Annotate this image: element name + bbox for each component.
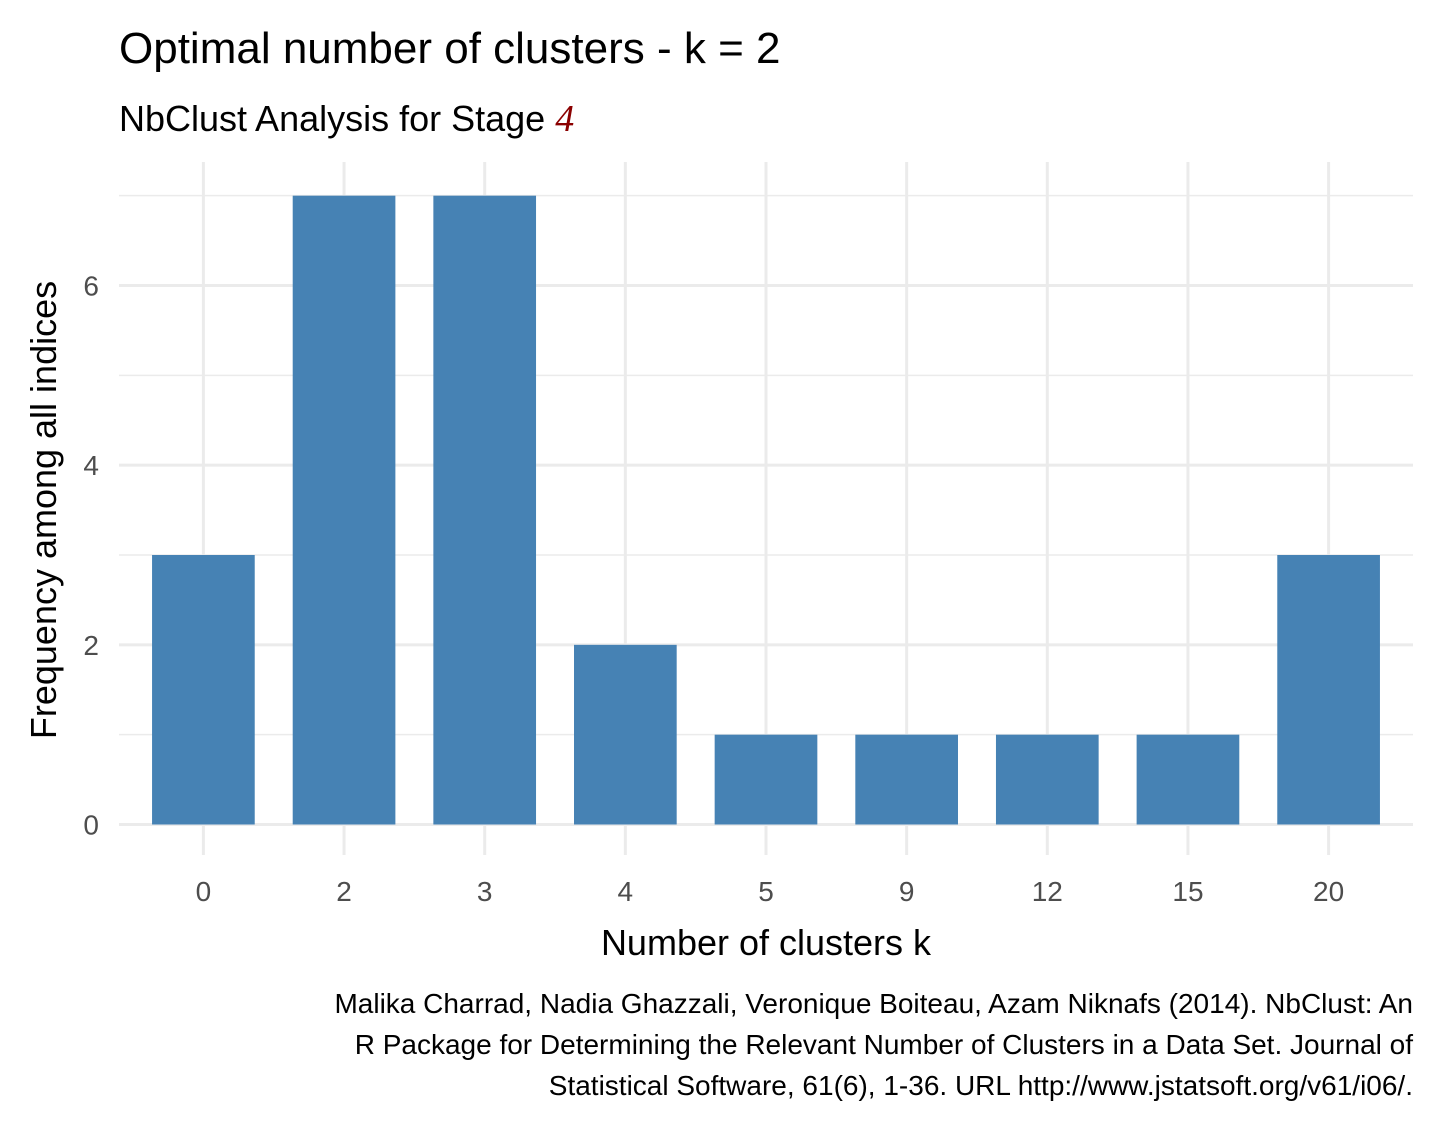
y-tick-label: 4 bbox=[83, 450, 99, 481]
subtitle-prefix: NbClust Analysis for Stage bbox=[119, 98, 555, 139]
chart-title: Optimal number of clusters - k = 2 bbox=[119, 24, 780, 73]
x-tick-label: 9 bbox=[899, 876, 915, 907]
bar-9 bbox=[855, 734, 958, 825]
y-axis-title: Frequency among all indices bbox=[23, 281, 64, 739]
y-axis-ticks: 0 2 4 6 bbox=[83, 271, 99, 841]
y-tick-label: 2 bbox=[83, 630, 99, 661]
x-tick-label: 2 bbox=[336, 876, 352, 907]
x-tick-label: 5 bbox=[758, 876, 774, 907]
bar-0 bbox=[152, 555, 255, 825]
bar-2 bbox=[292, 195, 396, 825]
bars bbox=[152, 195, 1380, 825]
chart-subtitle: NbClust Analysis for Stage 4 bbox=[119, 98, 574, 140]
bar-3 bbox=[433, 195, 537, 825]
bar-15 bbox=[1136, 734, 1240, 825]
bar-12 bbox=[995, 734, 1099, 825]
x-tick-label: 12 bbox=[1032, 876, 1063, 907]
x-tick-label: 15 bbox=[1172, 876, 1203, 907]
caption-line-2: R Package for Determining the Relevant N… bbox=[355, 1029, 1414, 1060]
bar-5 bbox=[714, 734, 818, 825]
x-axis-title: Number of clusters k bbox=[601, 922, 932, 963]
y-tick-label: 0 bbox=[83, 810, 99, 841]
x-axis-ticks: 0 2 3 4 5 9 12 15 20 bbox=[196, 876, 1345, 907]
x-tick-label: 3 bbox=[477, 876, 493, 907]
x-tick-label: 20 bbox=[1313, 876, 1344, 907]
bar-4 bbox=[574, 644, 677, 825]
y-tick-label: 6 bbox=[83, 271, 99, 302]
subtitle-stage-number: 4 bbox=[555, 98, 574, 140]
x-tick-label: 4 bbox=[618, 876, 634, 907]
caption-line-1: Malika Charrad, Nadia Ghazzali, Veroniqu… bbox=[334, 988, 1413, 1019]
citation-caption: Malika Charrad, Nadia Ghazzali, Veroniqu… bbox=[334, 988, 1413, 1101]
caption-line-3: Statistical Software, 61(6), 1-36. URL h… bbox=[549, 1070, 1413, 1101]
x-tick-label: 0 bbox=[196, 876, 212, 907]
bar-20 bbox=[1277, 555, 1380, 825]
